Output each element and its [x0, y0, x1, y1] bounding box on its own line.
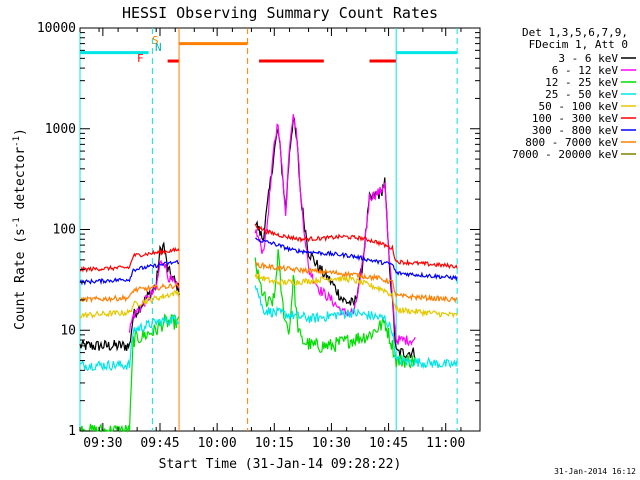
legend-label-0: 3 - 6 keV — [558, 52, 618, 65]
x-tick-label-6: 11:00 — [426, 436, 465, 451]
series-line-2-1 — [254, 249, 416, 369]
series-line-5-1 — [254, 223, 458, 269]
x-tick-label-0: 09:30 — [83, 436, 122, 451]
series-line-5-0 — [79, 246, 180, 273]
chart-title: HESSI Observing Summary Count Rates — [122, 4, 438, 22]
series-line-6-1 — [255, 237, 458, 282]
series-line-4-0 — [79, 289, 180, 319]
x-axis-label: Start Time (31-Jan-14 09:28:22) — [159, 457, 402, 472]
x-tick-label-4: 10:30 — [312, 436, 351, 451]
series-line-6-0 — [79, 259, 180, 286]
vertical-marker-layer — [79, 28, 458, 431]
y-tick-label-3: 1000 — [45, 122, 76, 137]
series-line-1-1 — [254, 114, 416, 347]
y-tick-label-0: 1 — [68, 424, 76, 439]
y-axis-label-mid: detector — [13, 147, 28, 218]
x-tick-label-1: 09:45 — [140, 436, 179, 451]
y-tick-labels: 1 10 100 1000 10000 — [37, 21, 76, 439]
series-layer — [79, 114, 458, 434]
legend-label-1: 6 - 12 keV — [552, 64, 619, 77]
legend-label-6: 300 - 800 keV — [532, 124, 618, 137]
y-tick-label-2: 100 — [53, 223, 76, 238]
legend-label-5: 100 - 300 keV — [532, 112, 618, 125]
legend-label-8: 7000 - 20000 keV — [512, 148, 618, 161]
legend-label-2: 12 - 25 keV — [545, 76, 618, 89]
series-line-0-0 — [79, 241, 180, 352]
y-axis-label-main: Count Rate (s — [13, 228, 28, 330]
plot-frame — [79, 27, 481, 432]
footer-date: 31-Jan-2014 16:12 — [554, 467, 636, 476]
legend-label-7: 800 - 7000 keV — [525, 136, 618, 149]
x-tick-label-2: 10:00 — [198, 436, 237, 451]
legend-label-4: 50 - 100 keV — [539, 100, 619, 113]
tick-layer — [79, 27, 481, 432]
legend-label-3: 25 - 50 keV — [545, 88, 618, 101]
flag-label-s: S — [152, 34, 159, 47]
x-tick-labels: 09:30 09:45 10:00 10:15 10:30 10:45 11:00 — [83, 436, 465, 451]
series-line-3-0 — [79, 313, 180, 372]
y-tick-label-4: 10000 — [37, 21, 76, 36]
x-tick-label-3: 10:15 — [255, 436, 294, 451]
flag-layer — [80, 42, 458, 63]
y-axis-label-sup: -1 — [12, 217, 22, 228]
y-axis-label-sup2: -1 — [12, 136, 22, 147]
flag-label-f: F — [137, 52, 144, 65]
y-axis-label-close: ) — [13, 128, 28, 136]
flag-label-n: N — [155, 41, 162, 54]
legend: Det 1,3,5,6,7,9, FDecim 1, Att 0 3 - 6 k… — [512, 26, 636, 161]
series-line-3-1 — [254, 285, 458, 370]
x-tick-label-5: 10:45 — [369, 436, 408, 451]
series-line-7-0 — [79, 281, 180, 304]
y-tick-label-1: 10 — [60, 323, 76, 338]
series-line-2-0 — [79, 313, 180, 434]
series-line-4-1 — [254, 272, 458, 319]
series-line-7-1 — [254, 261, 458, 304]
y-axis-label: Count Rate (s-1 detector-1) — [12, 128, 28, 330]
legend-header-line-2: FDecim 1, Att 0 — [529, 38, 628, 51]
legend-header-line-1: Det 1,3,5,6,7,9, — [522, 26, 628, 39]
plot-area — [79, 27, 481, 434]
